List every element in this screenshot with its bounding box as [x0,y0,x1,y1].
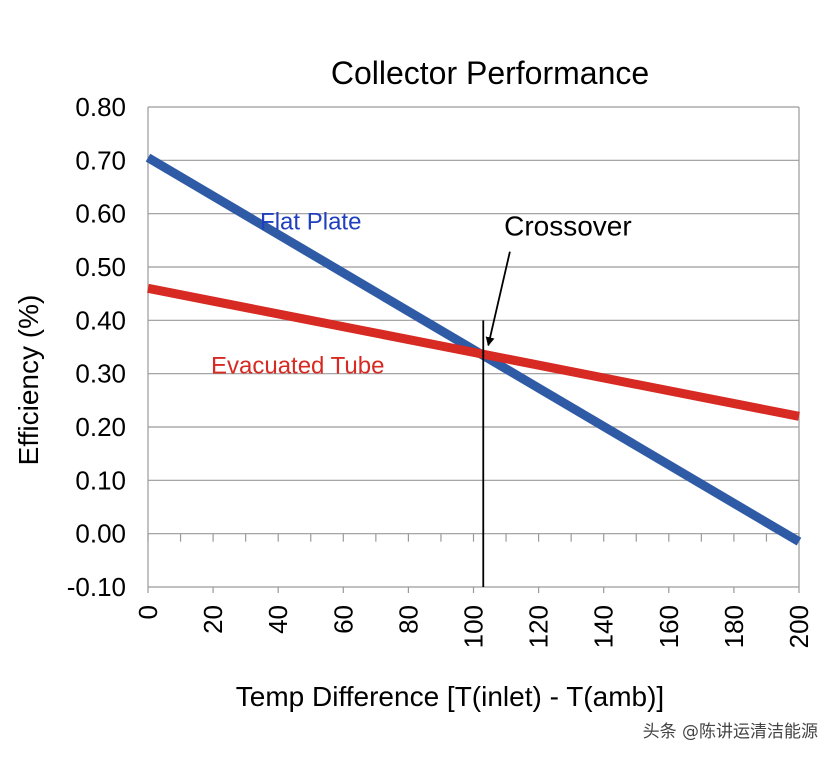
crossover-label: Crossover [504,211,632,242]
x-tick-label: 160 [654,605,684,648]
series [145,153,802,546]
y-tick-label: 0.60 [75,199,126,229]
y-tick-label: 0.70 [75,145,126,175]
axes [147,107,800,593]
x-tick-label: 140 [589,605,619,648]
x-tick-label: 0 [133,605,163,619]
chart-title: Collector Performance [331,55,649,91]
x-tick-label: 80 [393,605,423,634]
gridlines [148,106,799,535]
y-tick-label: 0.50 [75,252,126,282]
annotations: Flat Plate Evacuated Tube Crossover [211,209,632,587]
crossover-arrow [485,251,511,347]
y-axis-label: Efficiency (%) [13,295,44,466]
tick-labels: -0.10 0.00 0.10 0.20 0.30 0.40 0.50 0.60 0.70 0.8… [67,92,814,648]
y-tick-label: 0.20 [75,412,126,442]
x-tick-label: 200 [784,605,814,648]
y-tick-label: 0.30 [75,359,126,389]
y-tick-label: -0.10 [67,572,126,602]
watermark-text: 头条 @陈讲运清洁能源 [643,722,818,742]
series-line-evacuated-tube [147,283,800,421]
x-tick-label: 100 [459,605,489,648]
x-tick-label: 60 [328,605,358,634]
x-axis-label: Temp Difference [T(inlet) - T(amb)] [236,681,664,712]
series-label-evacuated-tube: Evacuated Tube [211,353,384,380]
y-tick-label: 0.40 [75,305,126,335]
y-tick-label: 0.00 [75,519,126,549]
x-tick-label: 20 [198,605,228,634]
x-tick-label: 120 [524,605,554,648]
y-tick-label: 0.80 [75,92,126,122]
x-tick-label: 180 [719,605,749,648]
y-tick-label: 0.10 [75,465,126,495]
x-tick-label: 40 [263,605,293,634]
series-label-flat-plate: Flat Plate [260,209,361,236]
